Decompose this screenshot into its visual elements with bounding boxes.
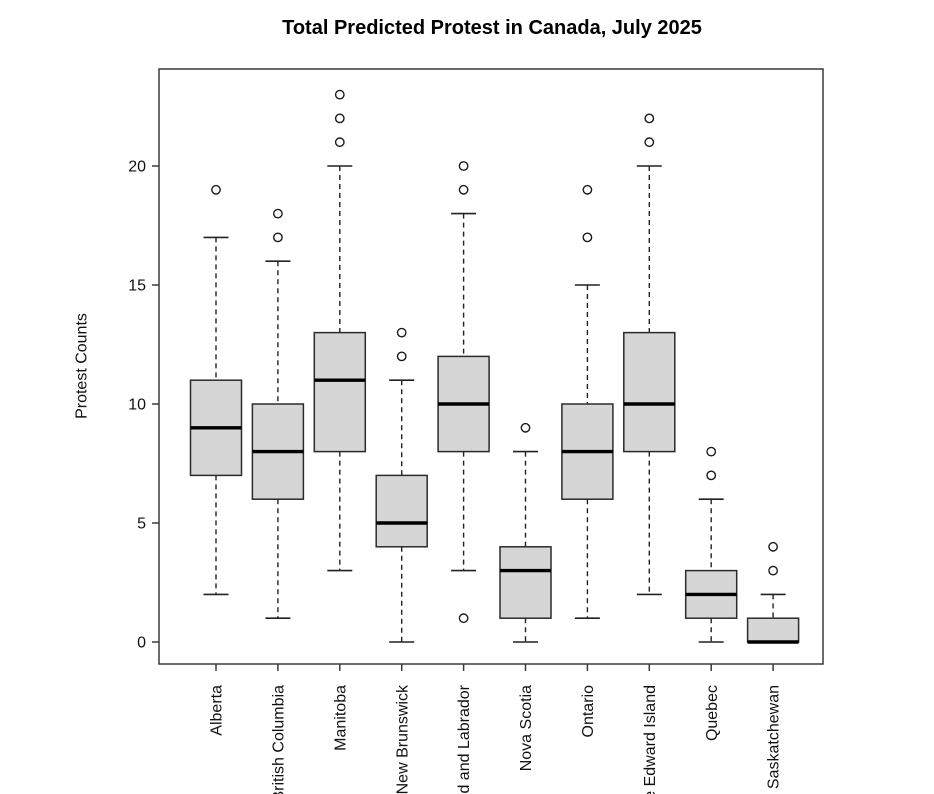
box-iqr — [313, 331, 367, 453]
boxplot-new-brunswick: New Brunswick — [375, 327, 428, 794]
outlier-point — [768, 541, 778, 552]
x-category-label: British Columbia — [270, 685, 287, 794]
outlier-point — [458, 161, 469, 171]
outlier-point — [458, 184, 469, 195]
boxplot-newfoundland-and-labrador: Newfoundland and Labrador — [437, 161, 490, 794]
outlier-point — [396, 327, 407, 338]
outlier-point — [334, 113, 345, 124]
y-tick-label: 0 — [137, 635, 146, 652]
y-tick-label: 5 — [137, 516, 146, 533]
boxplot-prince-edward-island: Prince Edward Island — [623, 113, 676, 794]
x-category-label: Nova Scotia — [518, 685, 535, 771]
outlier-point — [334, 137, 345, 148]
boxplot-nova-scotia: Nova Scotia — [499, 422, 552, 771]
y-tick-label: 15 — [128, 278, 146, 295]
outlier-point — [706, 470, 717, 481]
box-iqr — [746, 617, 800, 643]
plot-border — [158, 68, 824, 665]
x-category-label: Quebec — [704, 685, 721, 741]
outlier-point — [768, 565, 778, 576]
boxplot-ontario: Ontario — [561, 184, 614, 738]
box-iqr — [375, 474, 428, 548]
chart-title: Total Predicted Protest in Canada, July … — [282, 17, 702, 39]
box-iqr — [623, 331, 676, 453]
outlier-point — [334, 89, 345, 100]
outlier-point — [211, 184, 221, 195]
outlier-point — [396, 351, 407, 362]
x-category-label: Newfoundland and Labrador — [456, 684, 473, 794]
x-category-label: Saskatchewan — [766, 685, 783, 789]
plot-area: 0 5 10 15 20 Alberta British Columbia Manitoba N… — [128, 68, 824, 794]
outlier-point — [458, 613, 469, 624]
x-category-label: Prince Edward Island — [642, 685, 659, 794]
boxplot-saskatchewan: Saskatchewan — [746, 541, 800, 789]
y-axis-title: Protest Counts — [74, 313, 91, 419]
outlier-point — [706, 446, 717, 457]
outlier-point — [582, 232, 593, 243]
outlier-point — [272, 232, 283, 243]
outlier-point — [520, 422, 531, 433]
x-category-label: Manitoba — [332, 685, 349, 751]
boxplot-alberta: Alberta — [189, 184, 243, 736]
y-tick-label: 20 — [128, 159, 146, 176]
boxplot-quebec: Quebec — [684, 446, 738, 741]
x-category-label: Alberta — [209, 685, 226, 736]
x-category-label: Ontario — [580, 685, 597, 738]
boxplot-british-columbia: British Columbia — [251, 208, 305, 794]
y-tick-label: 10 — [128, 397, 146, 414]
box-iqr — [499, 546, 552, 619]
outlier-point — [644, 137, 655, 148]
outlier-point — [582, 184, 593, 195]
outlier-point — [644, 113, 655, 124]
outlier-point — [272, 208, 283, 219]
boxplot-manitoba: Manitoba — [313, 89, 367, 751]
x-category-label: New Brunswick — [394, 684, 411, 794]
